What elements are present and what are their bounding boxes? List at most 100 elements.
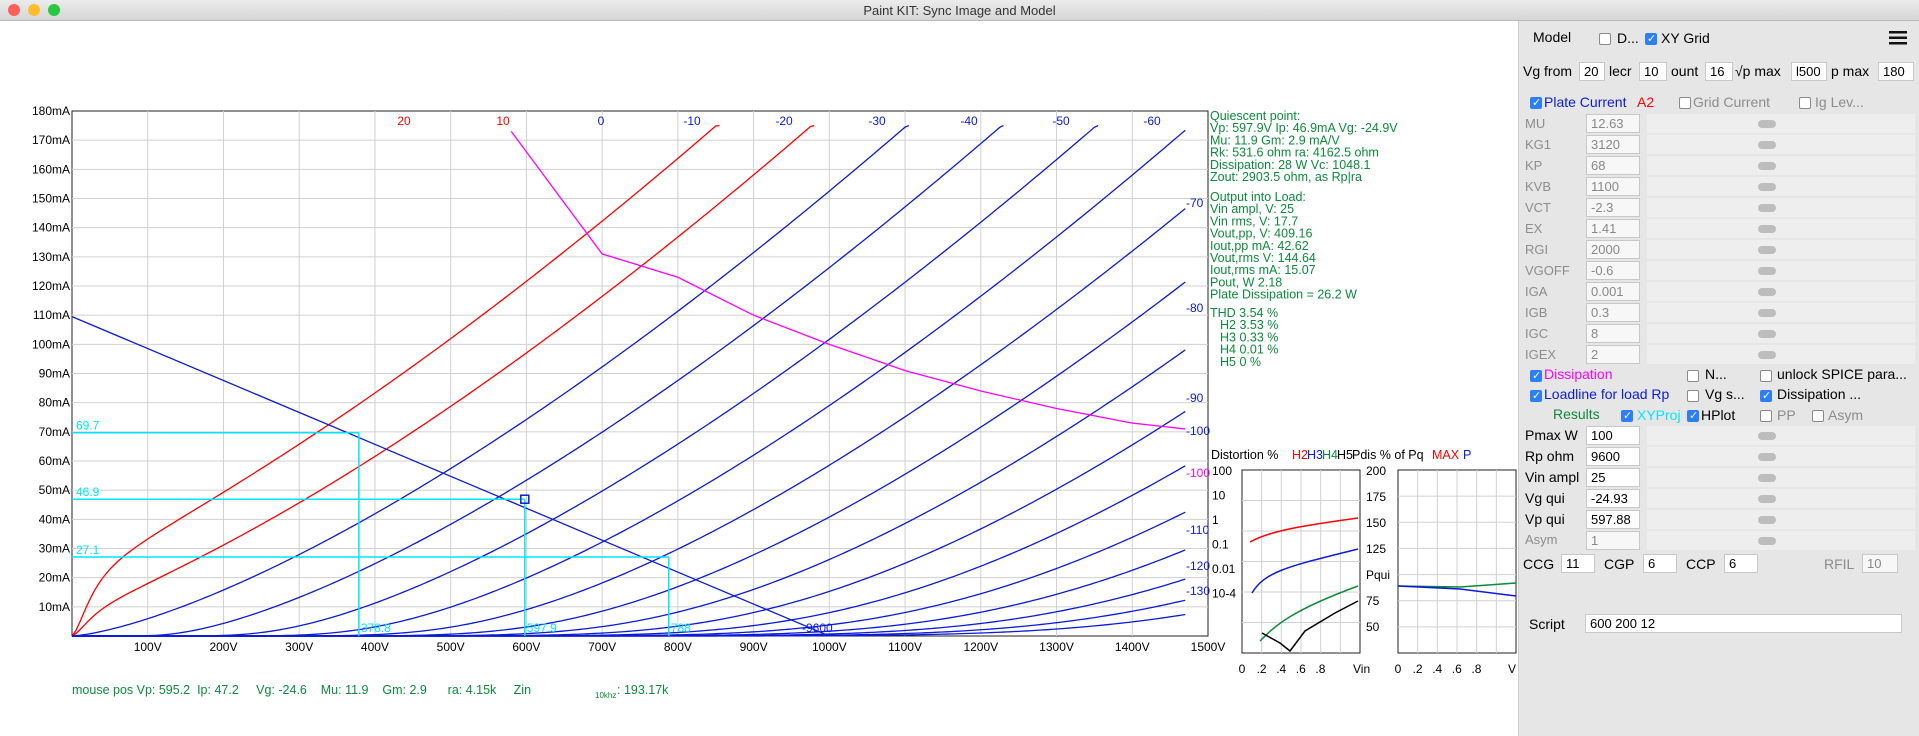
param-input[interactable] [1586,324,1640,343]
slider-knob[interactable] [1758,204,1776,212]
window-titlebar[interactable]: Paint KIT: Sync Image and Model [0,0,1919,21]
slider-knob[interactable] [1758,141,1776,149]
hplot-checkbox[interactable] [1687,409,1699,422]
dissipation-checkbox[interactable] [1530,369,1542,382]
rfil-input[interactable] [1862,554,1898,573]
plate-current-label: Plate Current [1544,94,1627,110]
slider-knob[interactable] [1758,162,1776,170]
pp-checkbox[interactable] [1760,410,1772,422]
dist-x-tick: 0 [1239,662,1246,676]
slider-knob[interactable] [1758,495,1776,503]
param-slider[interactable] [1647,177,1915,196]
result-input[interactable] [1586,426,1640,445]
dissipation2-checkbox[interactable] [1760,389,1772,402]
param-input[interactable] [1586,156,1640,175]
result-input[interactable] [1586,531,1640,550]
close-icon[interactable] [8,4,20,16]
result-input[interactable] [1586,510,1640,529]
param-input[interactable] [1586,198,1640,217]
param-input[interactable] [1586,303,1640,322]
vp-max-input[interactable] [1791,62,1827,81]
slider-knob[interactable] [1758,225,1776,233]
quiescent-info-line: Vp: 597.9V Ip: 46.9mA Vg: -24.9V [1210,121,1398,135]
slider-knob[interactable] [1758,537,1776,545]
result-slider[interactable] [1647,510,1915,529]
grid-voltage-label: -70 [1186,196,1204,210]
vg-from-input[interactable] [1579,62,1605,81]
plot-area[interactable]: 180mA170mA160mA150mA140mA130mA120mA110mA… [0,21,1518,736]
param-input[interactable] [1586,219,1640,238]
count-input[interactable] [1705,62,1733,81]
slider-knob[interactable] [1758,309,1776,317]
quiescent-info-line: Dissipation: 28 W Vc: 1048.1 [1210,158,1371,172]
result-input[interactable] [1586,489,1640,508]
n-checkbox[interactable] [1687,370,1699,382]
plate-curve [71,124,910,637]
ccp-input[interactable] [1724,554,1758,573]
x-tick-label: 1500V [1191,640,1226,654]
result-input[interactable] [1586,468,1640,487]
vg-s-checkbox[interactable] [1687,390,1699,402]
d-checkbox[interactable] [1599,33,1611,45]
unlock-spice-checkbox[interactable] [1760,370,1772,382]
plate-curve [72,410,1186,637]
result-slider[interactable] [1647,426,1915,445]
param-input[interactable] [1586,282,1640,301]
xygrid-checkbox[interactable] [1645,32,1657,45]
slider-knob[interactable] [1758,267,1776,275]
ccg-input[interactable] [1561,554,1595,573]
param-input[interactable] [1586,261,1640,280]
param-input[interactable] [1586,345,1640,364]
param-slider[interactable] [1647,324,1915,343]
harmonic-legend: H5 [1337,448,1353,462]
asym-checkbox[interactable] [1812,410,1824,422]
slider-knob[interactable] [1758,120,1776,128]
result-slider[interactable] [1647,447,1915,466]
result-input[interactable] [1586,447,1640,466]
param-input[interactable] [1586,240,1640,259]
param-input[interactable] [1586,177,1640,196]
param-slider[interactable] [1647,261,1915,280]
slider-knob[interactable] [1758,453,1776,461]
status-line: mouse pos Vp: 595.2 Ip: 47.2 Vg: -24.6 M… [72,683,669,700]
result-slider[interactable] [1647,489,1915,508]
hamburger-menu-icon[interactable] [1889,30,1907,46]
y-tick-label: 160mA [32,162,70,176]
slider-knob[interactable] [1758,330,1776,338]
result-slider[interactable] [1647,531,1915,550]
param-slider[interactable] [1647,114,1915,133]
param-slider[interactable] [1647,135,1915,154]
param-slider[interactable] [1647,219,1915,238]
slider-knob[interactable] [1758,246,1776,254]
grid-current-checkbox[interactable] [1679,97,1691,109]
output-info-line: Vin ampl, V: 25 [1210,202,1294,216]
p-max-input[interactable] [1878,62,1914,81]
param-input[interactable] [1586,135,1640,154]
slider-knob[interactable] [1758,432,1776,440]
loadline-checkbox[interactable] [1530,389,1542,402]
param-slider[interactable] [1647,240,1915,259]
slider-knob[interactable] [1758,351,1776,359]
pdis-y-tick: 75 [1366,594,1380,608]
param-input[interactable] [1586,114,1640,133]
minimize-icon[interactable] [28,4,40,16]
param-slider[interactable] [1647,156,1915,175]
slider-knob[interactable] [1758,288,1776,296]
param-slider[interactable] [1647,198,1915,217]
param-slider[interactable] [1647,303,1915,322]
xyproj-checkbox[interactable] [1621,409,1633,422]
slider-knob[interactable] [1758,474,1776,482]
dissipation-label: Dissipation [1544,366,1613,382]
slider-knob[interactable] [1758,516,1776,524]
zoom-icon[interactable] [48,4,60,16]
cgp-input[interactable] [1643,554,1677,573]
ig-lev-checkbox[interactable] [1799,97,1811,109]
param-slider[interactable] [1647,345,1915,364]
script-input[interactable] [1585,614,1902,633]
plate-curve [72,129,1186,637]
param-slider[interactable] [1647,282,1915,301]
decr-input[interactable] [1639,62,1667,81]
slider-knob[interactable] [1758,183,1776,191]
result-slider[interactable] [1647,468,1915,487]
plate-current-checkbox[interactable] [1530,96,1542,109]
